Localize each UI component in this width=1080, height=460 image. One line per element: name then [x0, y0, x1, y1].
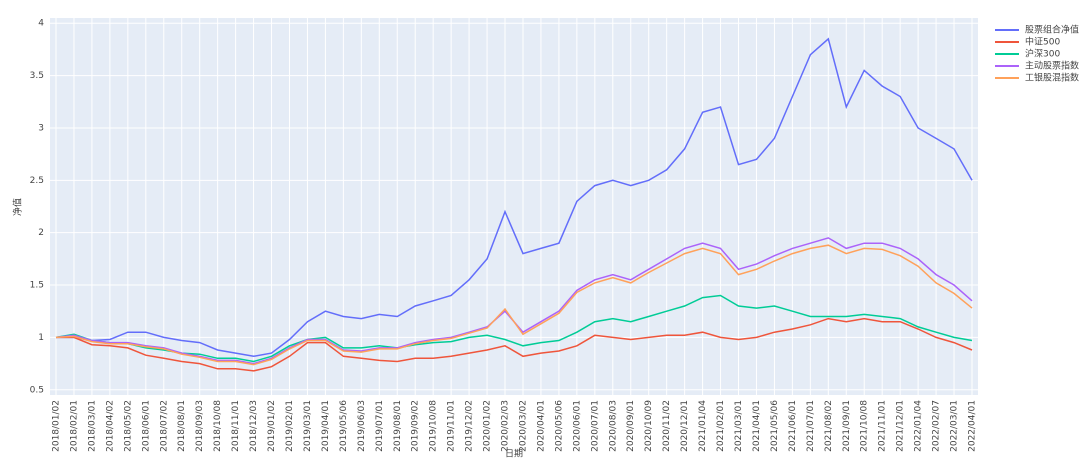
x-tick-label: 2018/01/02: [52, 400, 62, 452]
x-tick-label: 2021/03/01: [734, 400, 744, 452]
x-tick-label: 2021/10/08: [860, 400, 870, 452]
x-tick-label: 2022/03/01: [950, 400, 960, 452]
y-tick-label: 2: [38, 228, 44, 238]
x-tick-label: 2020/09/01: [626, 400, 636, 452]
x-tick-label: 2021/02/01: [716, 400, 726, 452]
series-line: [55, 294, 973, 363]
y-tick-label: 1.5: [30, 281, 44, 291]
x-tick-label: 2020/01/02: [483, 400, 493, 452]
x-tick-label: 2020/06/01: [572, 400, 582, 452]
y-tick-label: 2.5: [30, 176, 44, 186]
x-tick-label: 2018/09/03: [195, 400, 205, 452]
x-tick-label: 2019/07/01: [375, 400, 385, 452]
x-tick-label: 2021/08/02: [824, 400, 834, 452]
x-tick-label: 2019/04/01: [321, 400, 331, 452]
legend-text: 主动股票指数: [1025, 60, 1079, 72]
x-tick-label: 2021/05/06: [770, 400, 780, 452]
x-tick-label: 2019/09/02: [411, 400, 421, 452]
x-tick-label: 2020/11/02: [662, 400, 672, 452]
x-tick-label: 2019/10/08: [429, 400, 439, 452]
y-axis-label: 净值: [12, 198, 24, 216]
x-tick-label: 2020/07/01: [590, 400, 600, 452]
x-tick-label: 2018/05/02: [123, 400, 133, 452]
legend-text: 沪深300: [1025, 48, 1060, 60]
x-tick-label: 2022/01/04: [914, 400, 924, 452]
y-tick-label: 3: [38, 123, 44, 133]
x-tick-label: 2019/06/03: [357, 400, 367, 452]
x-tick-label: 2020/03/02: [518, 400, 528, 452]
y-tick-label: 0.5: [30, 385, 44, 395]
series-line: [56, 37, 973, 358]
plot-area: [50, 18, 978, 395]
x-tick-label: 2019/05/06: [339, 400, 349, 452]
x-tick-label: 2020/04/01: [536, 400, 546, 452]
x-tick-label: 2018/08/01: [177, 400, 187, 452]
x-tick-label: 2020/08/03: [608, 400, 618, 452]
legend-text: 中证500: [1025, 36, 1060, 48]
x-tick-label: 2021/01/04: [698, 400, 708, 452]
x-tick-label: 2018/02/01: [69, 400, 79, 452]
x-tick-label: 2022/04/01: [968, 400, 978, 452]
x-tick-label: 2020/10/09: [644, 400, 654, 452]
x-tick-label: 2020/02/03: [501, 400, 511, 452]
x-tick-label: 2018/10/08: [213, 400, 223, 452]
x-tick-label: 2019/01/02: [267, 400, 277, 452]
x-tick-label: 2021/04/01: [752, 400, 762, 452]
series-line: [55, 244, 973, 366]
x-tick-label: 2019/12/02: [465, 400, 475, 452]
x-tick-label: 2018/11/01: [231, 400, 241, 452]
y-tick-label: 4: [38, 19, 44, 29]
series-line: [56, 317, 973, 372]
x-tick-label: 2019/08/01: [393, 400, 403, 452]
x-axis-label: 日期: [505, 449, 523, 460]
x-tick-label: 2019/11/01: [447, 400, 457, 452]
x-tick-label: 2020/05/06: [554, 400, 564, 452]
x-tick-label: 2019/03/01: [303, 400, 313, 452]
x-tick-label: 2018/12/03: [249, 400, 259, 452]
x-tick-label: 2021/07/01: [806, 400, 816, 452]
x-tick-label: 2019/02/01: [285, 400, 295, 452]
x-tick-label: 2022/02/07: [932, 400, 942, 452]
x-tick-label: 2018/07/02: [159, 400, 169, 452]
x-tick-label: 2018/04/02: [105, 400, 115, 452]
x-tick-label: 2018/03/01: [87, 400, 97, 452]
x-tick-label: 2020/12/01: [680, 400, 690, 452]
legend-text: 工银股混指数: [1025, 72, 1079, 84]
x-tick-label: 2021/06/01: [788, 400, 798, 452]
y-tick-label: 1: [38, 333, 44, 343]
x-tick-label: 2021/11/01: [878, 400, 888, 452]
legend-text: 股票组合净值: [1025, 24, 1079, 36]
x-tick-label: 2021/09/01: [842, 400, 852, 452]
x-tick-label: 2021/12/01: [896, 400, 906, 452]
x-tick-label: 2018/06/01: [141, 400, 151, 452]
y-tick-label: 3.5: [30, 71, 44, 81]
